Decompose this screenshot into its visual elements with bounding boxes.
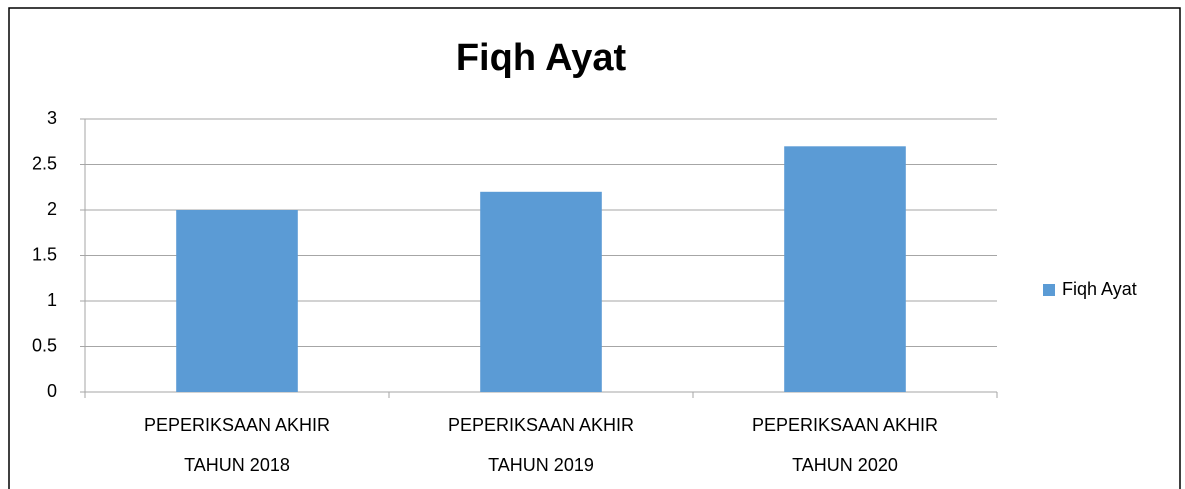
chart-frame — [8, 7, 1181, 489]
y-tick-label: 2.5 — [32, 153, 57, 173]
bar — [784, 146, 906, 392]
chart-title: Fiqh Ayat — [456, 37, 627, 79]
y-tick-label: 0 — [47, 381, 57, 401]
bar — [480, 191, 602, 392]
x-tick-label: PEPERIKSAAN AKHIR TAHUN 2019 — [447, 415, 635, 475]
legend-label: Fiqh Ayat — [1062, 279, 1137, 299]
y-tick-label: 0.5 — [32, 335, 57, 355]
bar — [176, 210, 298, 392]
y-tick-label: 1 — [47, 290, 57, 310]
y-tick-label: 3 — [47, 108, 57, 128]
y-tick-label: 1.5 — [32, 244, 57, 264]
x-tick-label: PEPERIKSAAN AKHIR TAHUN 2018 — [143, 415, 331, 475]
x-tick-label: PEPERIKSAAN AKHIR TAHUN 2020 — [751, 415, 939, 475]
legend-swatch — [1043, 284, 1055, 296]
y-tick-label: 2 — [47, 199, 57, 219]
